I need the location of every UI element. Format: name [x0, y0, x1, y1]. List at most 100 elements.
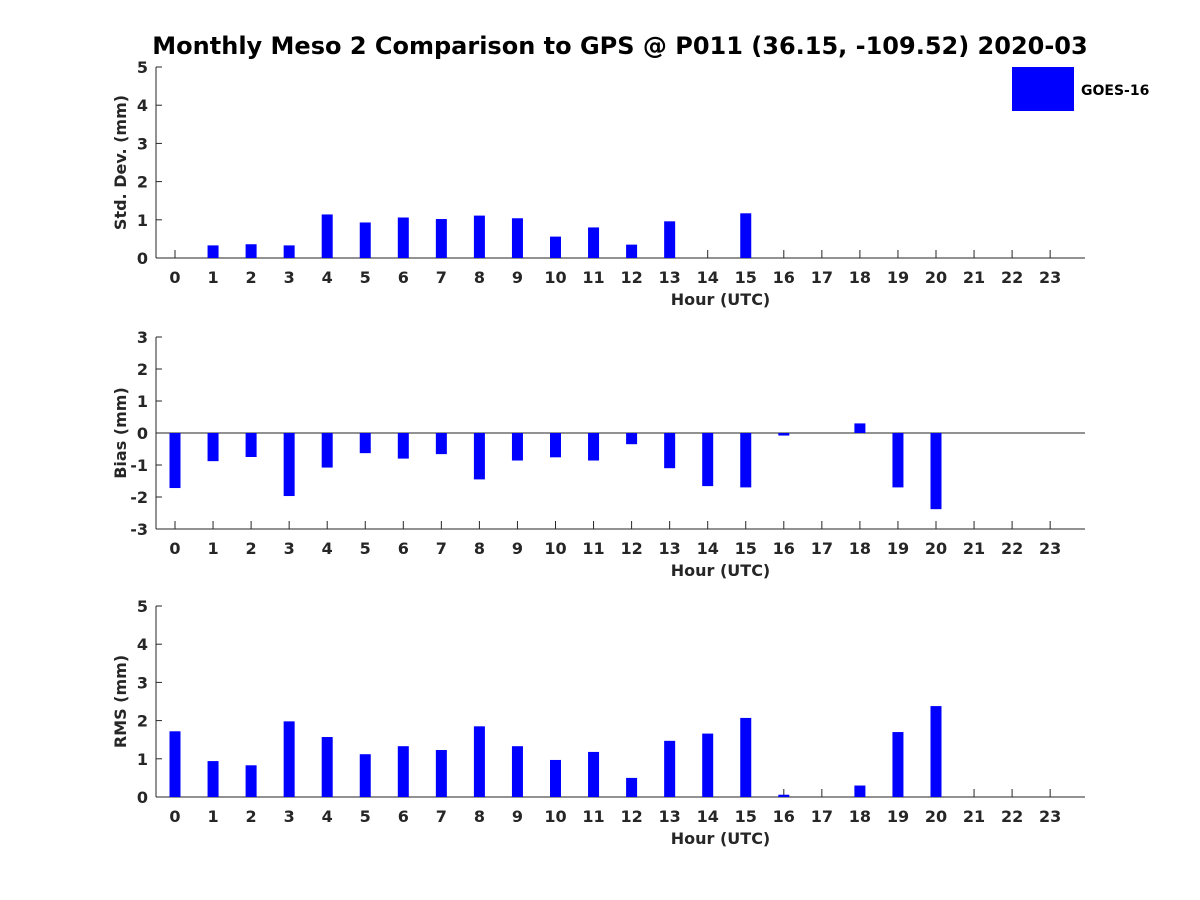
- x-tick-label: 0: [169, 807, 180, 826]
- x-tick-label: 16: [773, 539, 795, 558]
- x-tick-label: 13: [659, 268, 681, 287]
- x-tick-label: 22: [1001, 268, 1023, 287]
- y-tick-label: -3: [130, 520, 148, 539]
- x-tick-label: 2: [246, 539, 257, 558]
- bar-hour-14: [702, 733, 714, 797]
- x-tick-label: 5: [360, 807, 371, 826]
- y-axis-label: RMS (mm): [111, 655, 130, 748]
- bar-hour-10: [550, 433, 561, 458]
- x-tick-label: 0: [169, 268, 180, 287]
- bar-hour-3: [283, 721, 295, 797]
- x-tick-label: 18: [849, 539, 871, 558]
- x-tick-label: 11: [582, 268, 604, 287]
- x-tick-label: 16: [773, 268, 795, 287]
- y-tick-label: 5: [137, 58, 148, 77]
- y-tick-label: 3: [137, 134, 148, 153]
- y-axis-label: Bias (mm): [111, 387, 130, 479]
- bar-hour-4: [321, 737, 333, 797]
- x-tick-label: 14: [697, 539, 719, 558]
- y-tick-label: 2: [137, 360, 148, 379]
- x-tick-label: 1: [207, 807, 218, 826]
- x-tick-label: 19: [887, 807, 909, 826]
- y-tick-label: 0: [137, 424, 148, 443]
- bar-hour-18: [854, 423, 866, 433]
- bar-hour-5: [359, 222, 371, 258]
- x-tick-label: 6: [398, 539, 409, 558]
- y-tick-label: -2: [130, 488, 148, 507]
- y-tick-label: 1: [137, 392, 148, 411]
- bar-hour-4: [321, 433, 333, 468]
- x-tick-label: 3: [284, 539, 295, 558]
- y-tick-label: 3: [137, 673, 148, 692]
- x-tick-label: 11: [582, 539, 604, 558]
- bar-hour-20: [930, 433, 942, 510]
- x-tick-label: 6: [398, 807, 409, 826]
- bar-hour-10: [550, 236, 561, 258]
- x-tick-label: 13: [659, 807, 681, 826]
- bar-hour-8: [473, 726, 485, 797]
- x-tick-label: 5: [360, 539, 371, 558]
- x-tick-label: 15: [735, 807, 757, 826]
- x-tick-label: 23: [1039, 807, 1061, 826]
- x-tick-label: 17: [811, 539, 833, 558]
- x-tick-label: 18: [849, 807, 871, 826]
- bar-hour-14: [702, 433, 714, 487]
- bar-hour-19: [892, 433, 904, 488]
- x-tick-label: 8: [474, 268, 485, 287]
- bar-hour-8: [473, 215, 485, 258]
- bar-hour-5: [359, 754, 371, 797]
- bar-hour-5: [359, 433, 371, 454]
- bar-hour-13: [664, 433, 676, 469]
- bar-hour-1: [207, 761, 219, 797]
- x-tick-label: 6: [398, 268, 409, 287]
- bar-hour-2: [245, 765, 257, 797]
- x-tick-label: 22: [1001, 807, 1023, 826]
- x-tick-label: 21: [963, 539, 985, 558]
- chart-title: Monthly Meso 2 Comparison to GPS @ P011 …: [152, 32, 1087, 60]
- x-tick-label: 3: [284, 807, 295, 826]
- y-tick-label: 0: [137, 249, 148, 268]
- bar-hour-16: [778, 794, 790, 797]
- x-tick-label: 12: [620, 807, 642, 826]
- y-axis-label: Std. Dev. (mm): [111, 95, 130, 230]
- bar-hour-10: [550, 759, 561, 797]
- x-axis-label: Hour (UTC): [671, 290, 771, 309]
- x-axis-label: Hour (UTC): [671, 561, 771, 580]
- x-tick-label: 2: [246, 807, 257, 826]
- x-tick-label: 23: [1039, 268, 1061, 287]
- x-tick-label: 11: [582, 807, 604, 826]
- x-tick-label: 9: [512, 268, 523, 287]
- bar-hour-4: [321, 214, 333, 258]
- x-tick-label: 19: [887, 268, 909, 287]
- x-tick-label: 20: [925, 807, 947, 826]
- x-tick-label: 3: [284, 268, 295, 287]
- x-tick-label: 17: [811, 807, 833, 826]
- legend-swatch-goes-16: [1012, 67, 1074, 111]
- x-tick-label: 7: [436, 268, 447, 287]
- x-tick-label: 15: [735, 268, 757, 287]
- x-tick-label: 7: [436, 539, 447, 558]
- bar-hour-12: [626, 244, 638, 258]
- x-tick-label: 14: [697, 268, 719, 287]
- x-tick-label: 20: [925, 539, 947, 558]
- x-tick-label: 23: [1039, 539, 1061, 558]
- x-tick-label: 12: [620, 268, 642, 287]
- y-tick-label: 4: [137, 635, 148, 654]
- x-tick-label: 9: [512, 539, 523, 558]
- y-tick-label: -1: [130, 456, 148, 475]
- x-tick-label: 10: [544, 539, 566, 558]
- bar-hour-11: [588, 751, 600, 797]
- x-tick-label: 10: [544, 807, 566, 826]
- bar-hour-6: [397, 746, 409, 797]
- bar-hour-6: [397, 433, 409, 459]
- x-tick-label: 21: [963, 807, 985, 826]
- y-tick-label: 4: [137, 96, 148, 115]
- bar-hour-15: [740, 433, 752, 488]
- x-tick-label: 9: [512, 807, 523, 826]
- x-tick-label: 20: [925, 268, 947, 287]
- x-tick-label: 4: [322, 807, 333, 826]
- x-tick-label: 16: [773, 807, 795, 826]
- legend-label-goes-16: GOES-16: [1081, 83, 1149, 99]
